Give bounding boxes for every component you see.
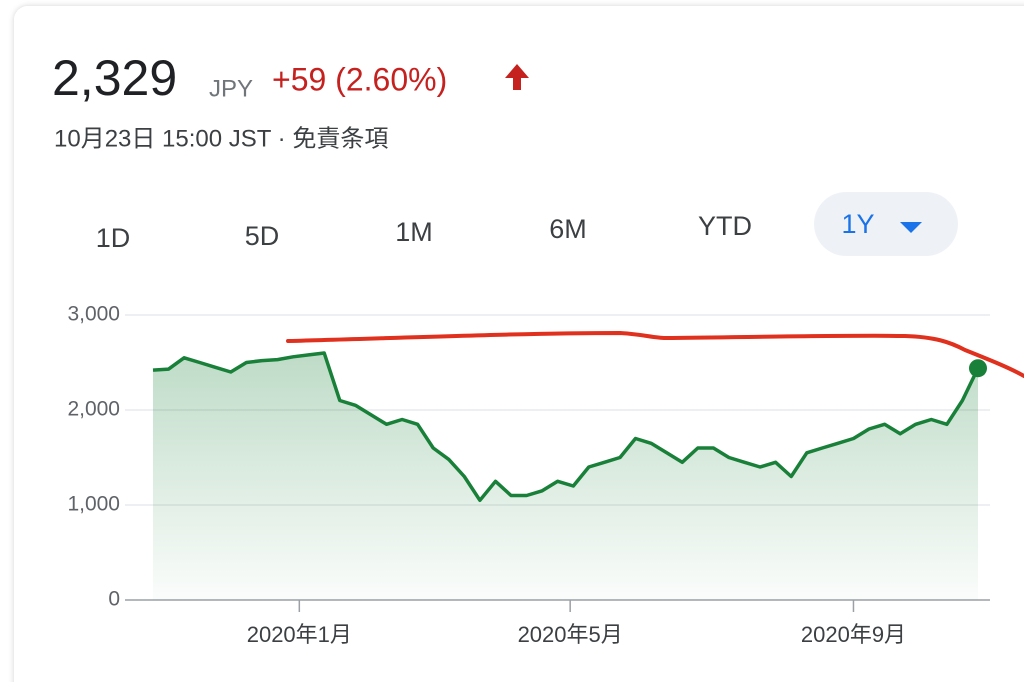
range-tab[interactable]: 1M: [395, 217, 433, 247]
y-tick-label: 1,000: [67, 493, 120, 516]
x-tick-label: 2020年5月: [518, 622, 623, 647]
range-tab[interactable]: 1D: [96, 223, 131, 253]
last-point: [969, 359, 987, 378]
dropdown-icon[interactable]: [900, 222, 922, 233]
y-tick-label: 0: [108, 588, 120, 611]
range-tab[interactable]: 5D: [245, 221, 280, 251]
x-tick-label: 2020年1月: [247, 622, 352, 647]
y-tick-label: 2,000: [67, 398, 120, 421]
up-arrow: [505, 64, 529, 90]
selected-range-bg: [814, 192, 958, 256]
range-tab[interactable]: 6M: [549, 214, 587, 244]
area: [153, 353, 978, 600]
price-line: [152, 351, 980, 503]
range-tab[interactable]: 1Y: [841, 209, 874, 239]
x-tick-label: 2020年9月: [801, 622, 906, 647]
hand-drawn-annotation: [286, 330, 1024, 378]
y-tick-label: 3,000: [67, 303, 120, 326]
price-change: +59 (2.60%): [272, 61, 447, 97]
currency: JPY: [209, 75, 253, 102]
timestamp[interactable]: 10月23日 15:00 JST · 免責条項: [54, 125, 388, 152]
price: 2,329: [52, 50, 177, 106]
range-tab[interactable]: YTD: [698, 211, 752, 241]
